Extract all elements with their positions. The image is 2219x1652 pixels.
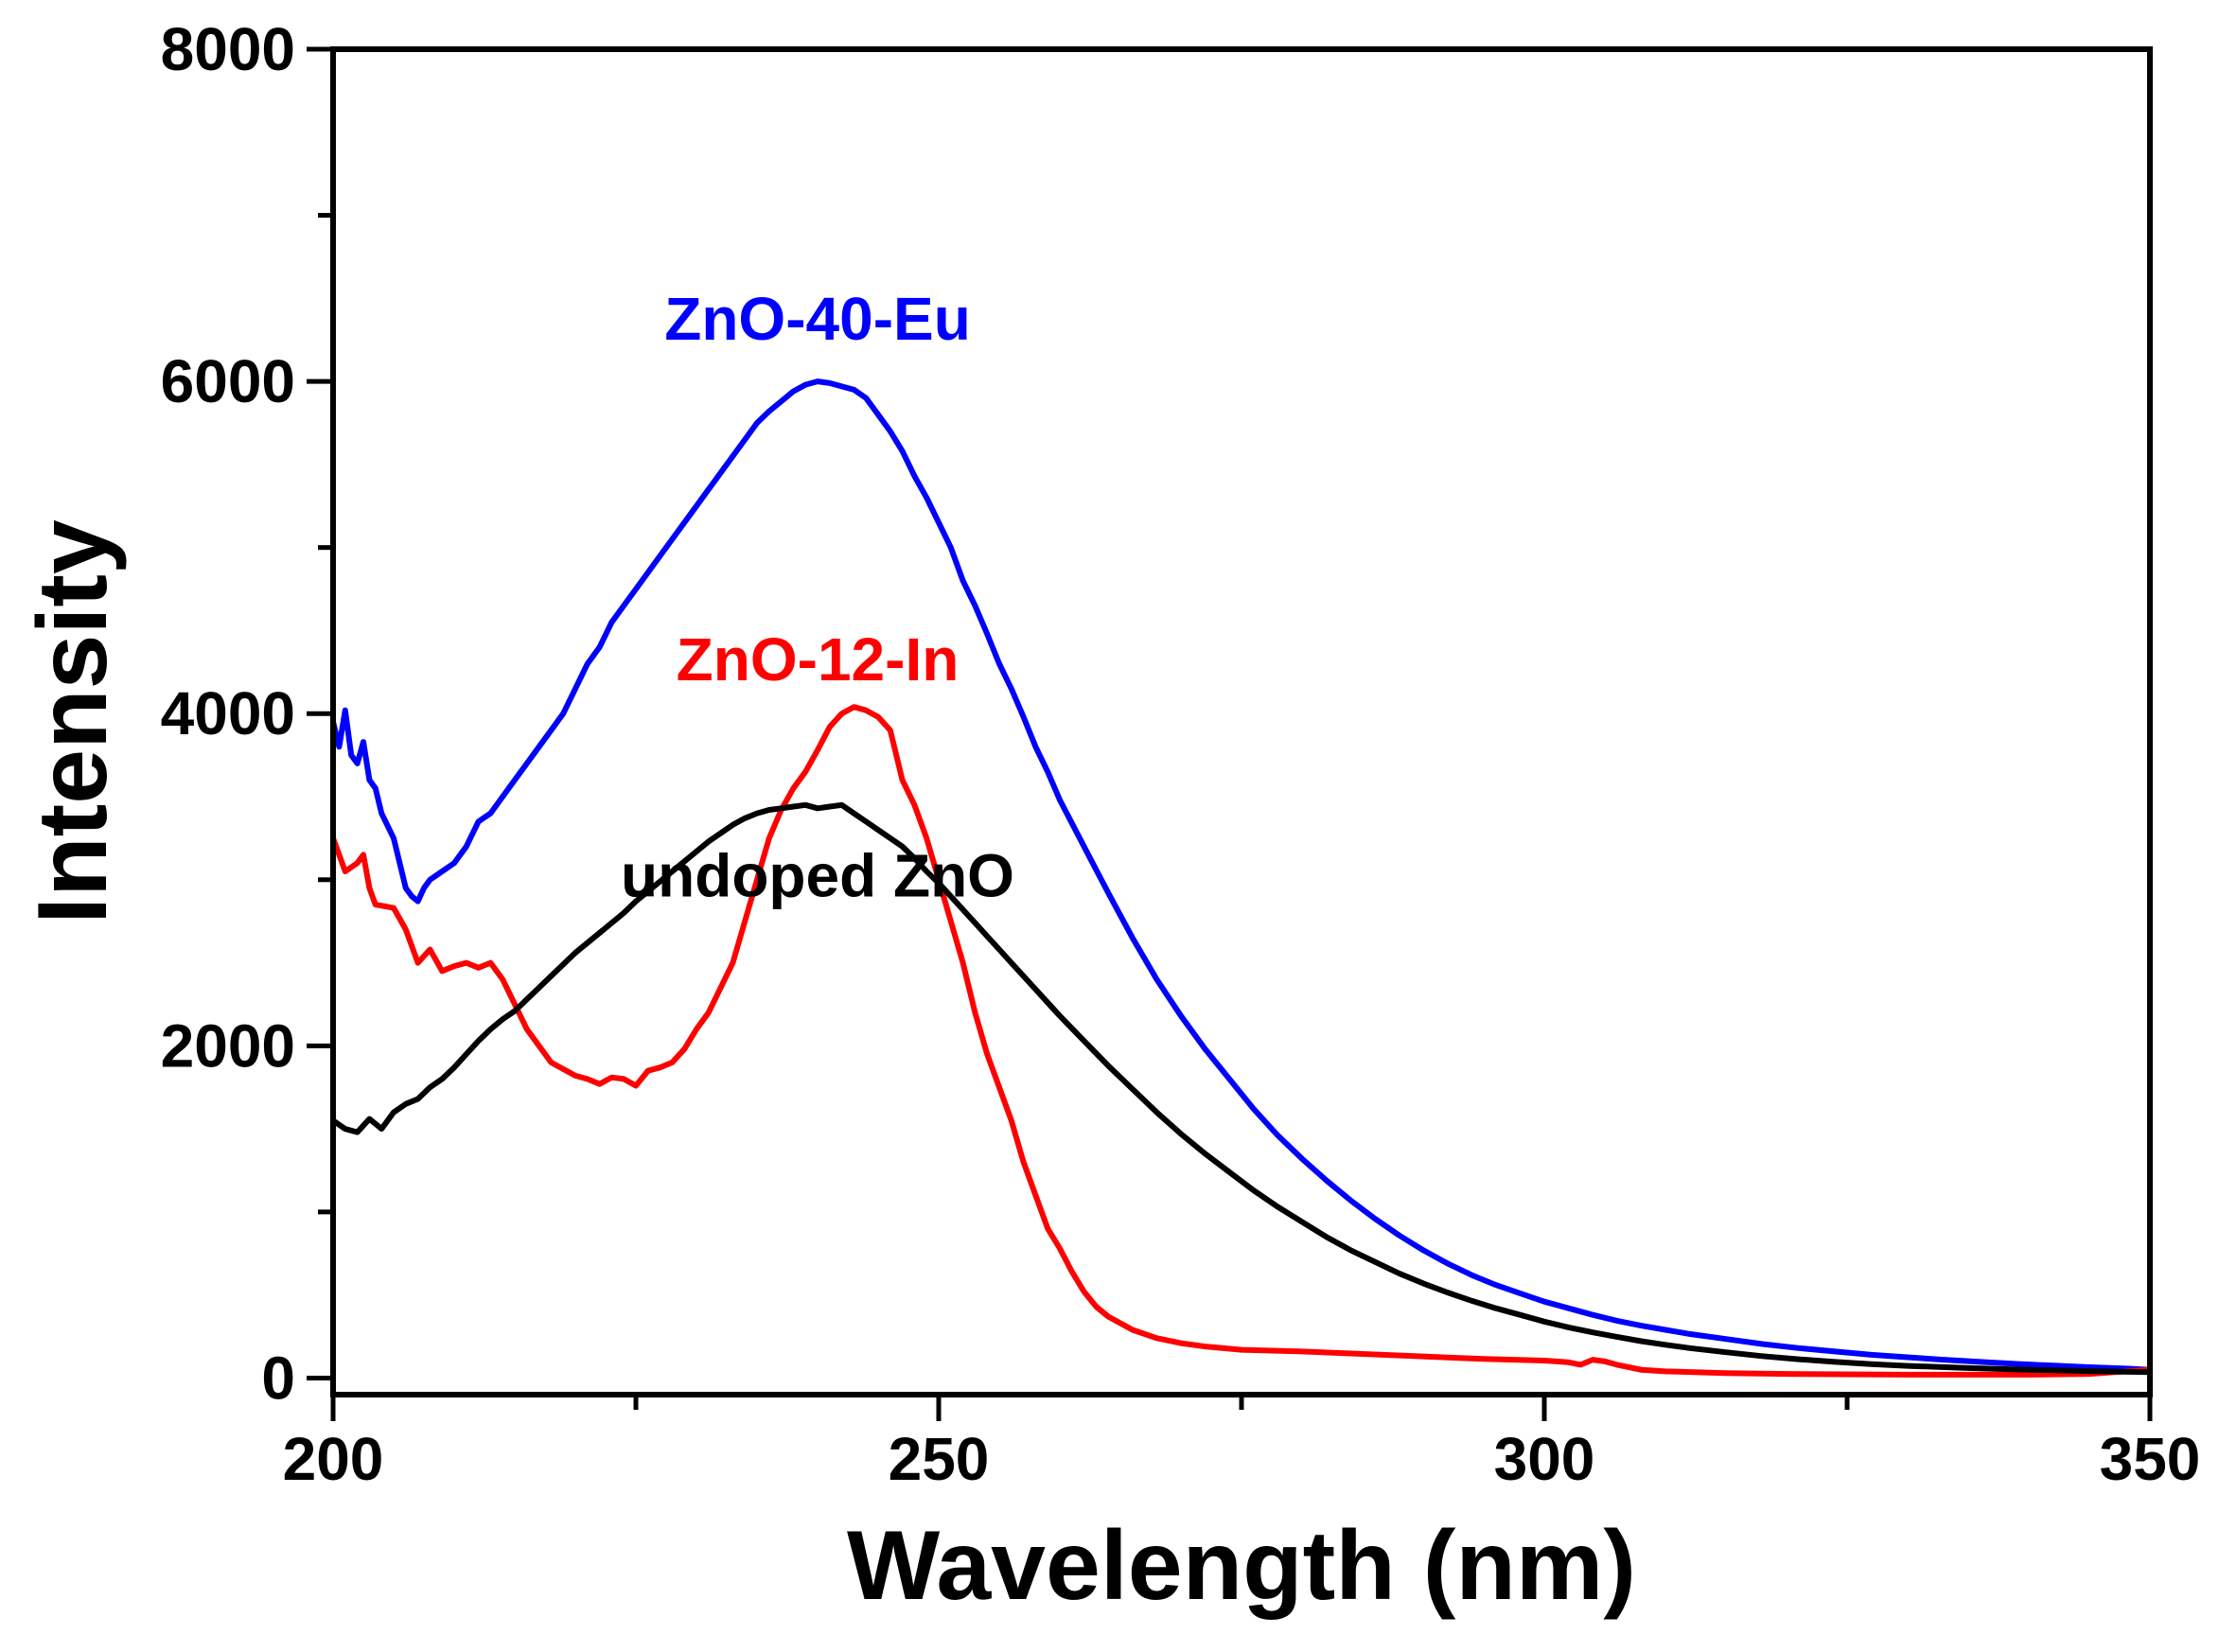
series-line-undoped-zno [331,801,2151,1376]
x-axis-ticks: 200 250 300 350 [283,1395,2201,1493]
plot-frame [330,46,2153,1397]
series-lines [330,378,2151,1378]
x-tick-label: 200 [283,1425,384,1493]
x-axis-title: Wavelength (nm) [847,1511,1636,1621]
y-tick-label: 2000 [161,1011,295,1080]
series-label-undoped-zno: undoped ZnO [621,841,1014,909]
y-axis-ticks: 0 2000 4000 6000 8000 [161,15,333,1412]
series-line-zno-12-in [330,704,2151,1378]
y-tick-label: 4000 [161,679,295,747]
x-tick-label: 350 [2100,1425,2201,1493]
y-tick-label: 6000 [161,347,295,415]
y-tick-label: 0 [261,1344,295,1412]
y-axis-title: Intensity [18,519,128,924]
y-tick-label: 8000 [161,15,295,83]
series-labels: ZnO-40-Eu ZnO-12-In undoped ZnO [621,285,1014,909]
series-line-zno-40-eu [330,378,2151,1373]
series-label-zno-12-in: ZnO-12-In [677,625,960,694]
x-tick-label: 300 [1494,1425,1595,1493]
series-label-zno-40-eu: ZnO-40-Eu [664,285,971,353]
x-tick-label: 250 [889,1425,990,1493]
